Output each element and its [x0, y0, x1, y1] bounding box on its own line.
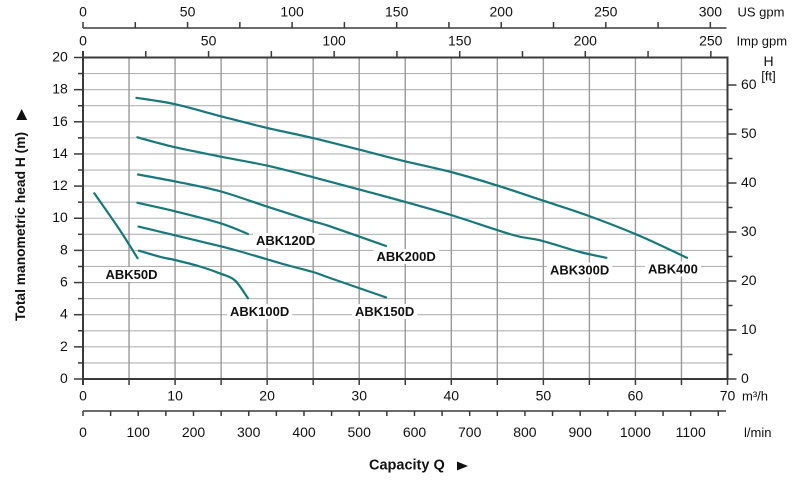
svg-text:200: 200: [574, 33, 598, 49]
svg-text:40: 40: [444, 388, 460, 404]
svg-text:30: 30: [351, 388, 367, 404]
svg-text:40: 40: [741, 174, 757, 190]
svg-text:100: 100: [322, 33, 346, 49]
svg-text:700: 700: [458, 424, 482, 440]
svg-text:10: 10: [741, 321, 757, 337]
svg-text:50: 50: [201, 33, 217, 49]
svg-text:20: 20: [259, 388, 275, 404]
svg-text:18: 18: [52, 81, 68, 97]
svg-text:600: 600: [403, 424, 427, 440]
svg-text:0: 0: [79, 388, 87, 404]
svg-text:12: 12: [52, 177, 68, 193]
svg-text:20: 20: [52, 49, 68, 65]
svg-text:20: 20: [741, 272, 757, 288]
svg-text:ABK400: ABK400: [648, 262, 698, 277]
svg-text:60: 60: [628, 388, 644, 404]
svg-text:0: 0: [741, 370, 749, 386]
svg-text:2: 2: [60, 338, 68, 354]
svg-text:400: 400: [292, 424, 316, 440]
svg-text:150: 150: [448, 33, 472, 49]
svg-text:ABK100D: ABK100D: [230, 304, 289, 319]
svg-text:100: 100: [127, 424, 151, 440]
svg-text:[ft]: [ft]: [761, 69, 775, 84]
svg-text:150: 150: [385, 4, 409, 20]
svg-text:100: 100: [280, 4, 304, 20]
svg-text:0: 0: [79, 4, 87, 20]
svg-text:250: 250: [594, 4, 618, 20]
svg-text:Capacity Q: Capacity Q: [369, 458, 445, 474]
svg-text:60: 60: [741, 76, 757, 92]
svg-text:4: 4: [60, 306, 68, 322]
svg-text:10: 10: [52, 209, 68, 225]
svg-text:0: 0: [60, 370, 68, 386]
svg-text:0: 0: [79, 424, 87, 440]
svg-text:14: 14: [52, 145, 68, 161]
svg-text:l/min: l/min: [744, 425, 771, 440]
svg-text:300: 300: [237, 424, 261, 440]
svg-text:ABK200D: ABK200D: [377, 249, 436, 264]
svg-text:0: 0: [79, 33, 87, 49]
svg-text:ABK120D: ABK120D: [256, 233, 315, 248]
svg-text:Imp gpm: Imp gpm: [737, 34, 788, 49]
svg-text:30: 30: [741, 223, 757, 239]
svg-text:50: 50: [741, 125, 757, 141]
svg-text:1100: 1100: [676, 424, 706, 440]
svg-text:6: 6: [60, 274, 68, 290]
svg-text:10: 10: [167, 388, 183, 404]
svg-text:ABK50D: ABK50D: [106, 267, 158, 282]
svg-text:Total manometric head H (m): Total manometric head H (m): [13, 132, 28, 321]
svg-text:250: 250: [699, 33, 723, 49]
svg-text:ABK300D: ABK300D: [550, 263, 609, 278]
svg-text:1000: 1000: [620, 424, 651, 440]
svg-text:50: 50: [536, 388, 552, 404]
svg-text:300: 300: [699, 4, 723, 20]
svg-text:500: 500: [348, 424, 372, 440]
svg-text:US gpm: US gpm: [738, 5, 785, 20]
svg-text:50: 50: [180, 4, 196, 20]
svg-text:200: 200: [490, 4, 514, 20]
svg-text:800: 800: [513, 424, 537, 440]
svg-text:H: H: [763, 53, 773, 69]
svg-text:8: 8: [60, 241, 68, 257]
svg-text:ABK150D: ABK150D: [355, 304, 414, 319]
svg-text:70: 70: [720, 388, 736, 404]
svg-text:16: 16: [52, 113, 68, 129]
svg-text:m³/h: m³/h: [742, 389, 768, 404]
svg-text:200: 200: [182, 424, 206, 440]
svg-text:900: 900: [569, 424, 593, 440]
